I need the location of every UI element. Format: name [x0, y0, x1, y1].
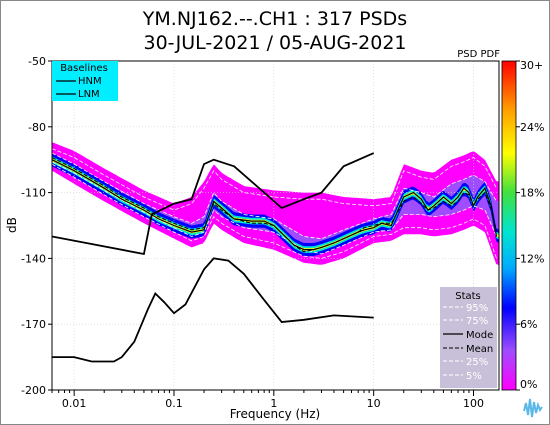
- p75-line: [52, 152, 497, 240]
- colorbar-label: PSD PDF: [457, 49, 500, 60]
- p25-legend-label: 25%: [466, 357, 488, 368]
- x-axis-label: Frequency (Hz): [230, 407, 321, 421]
- stats-legend-title: Stats: [455, 291, 481, 302]
- hnm-line: [52, 152, 375, 256]
- mode-legend-label: Mode: [466, 330, 493, 341]
- colorbar-tick-label-0: 0%: [520, 378, 537, 391]
- y-tick-label-1: -80: [28, 121, 46, 134]
- p5-legend-label: 5%: [466, 371, 482, 382]
- waveform-logo-icon: [523, 398, 543, 418]
- colorbar-tick-label-4: 24%: [520, 121, 544, 134]
- waveform-logo: [523, 398, 543, 418]
- p75-legend-label: 75%: [466, 316, 488, 327]
- p95-line: [52, 148, 497, 211]
- p25-line: [52, 161, 497, 255]
- colorbar-tick-label-2: 12%: [520, 252, 544, 265]
- hnm-legend-label: HNM: [78, 76, 102, 87]
- y-axis-label: dB: [5, 217, 19, 233]
- colorbar-ticks: 0% 6% 12% 18% 24% 30+: [516, 59, 544, 391]
- curve-layer: [52, 148, 498, 363]
- x-axis: 0.01 0.1 1 10 100: [51, 390, 484, 410]
- y-tick-label-3: -140: [21, 252, 46, 265]
- y-tick-label-0: -50: [28, 55, 46, 68]
- lnm-line: [52, 257, 374, 363]
- x-tick-label-1: 0.1: [165, 397, 183, 410]
- lnm-legend-label: LNM: [78, 89, 100, 100]
- baselines-legend-title: Baselines: [60, 63, 108, 74]
- p5-line: [52, 163, 497, 259]
- colorbar-tick-label-3: 18%: [520, 187, 544, 200]
- colorbar-tick-label-1: 6%: [520, 318, 537, 331]
- x-tick-label-3: 10: [367, 397, 381, 410]
- x-tick-label-0: 0.01: [62, 397, 87, 410]
- baselines-legend: Baselines HNM LNM: [52, 61, 118, 101]
- mode-line: [52, 159, 498, 251]
- y-axis: -50 -80 -110 -140 -170 -200: [21, 55, 52, 397]
- y-tick-label-2: -110: [21, 187, 46, 200]
- chart-title: YM.NJ162.--.CH1 : 317 PSDs: [142, 8, 407, 30]
- x-tick-label-2: 1: [270, 397, 277, 410]
- plot-border: [51, 60, 500, 391]
- p95-legend-label: 95%: [466, 303, 488, 314]
- chart-subtitle: 30-JUL-2021 / 05-AUG-2021: [144, 32, 407, 54]
- colorbar-tick-label-5: 30+: [520, 59, 543, 72]
- stats-legend-box: [440, 287, 497, 388]
- stats-legend: Stats 95% 75% Mode Mean 25% 5%: [440, 287, 497, 388]
- x-tick-label-4: 100: [463, 397, 484, 410]
- y-tick-label-4: -170: [21, 318, 46, 331]
- mean-legend-label: Mean: [466, 344, 493, 355]
- colorbar: [501, 60, 517, 391]
- y-tick-label-5: -200: [21, 384, 46, 397]
